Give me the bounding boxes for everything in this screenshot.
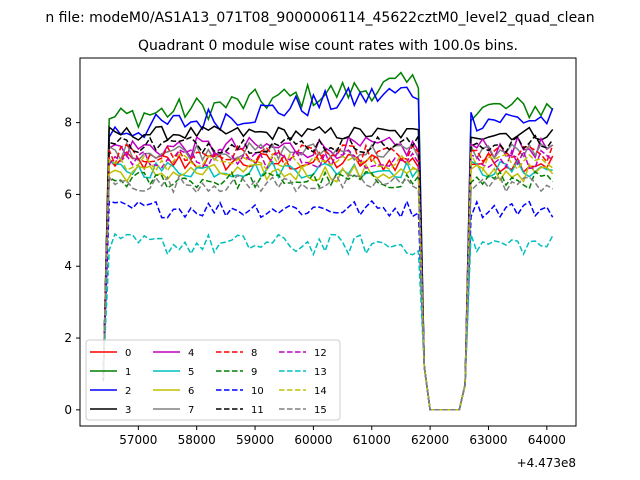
- plot-area: [102, 71, 554, 411]
- x-tick-label: 58000: [178, 433, 216, 447]
- legend-box: [85, 339, 341, 421]
- legend-label-2: 2: [125, 386, 131, 397]
- legend-label-13: 13: [314, 367, 327, 378]
- legend-label-12: 12: [314, 348, 327, 359]
- figure-suptitle: n file: modeM0/AS1A13_071T08_9000006114_…: [45, 10, 594, 26]
- legend-label-5: 5: [188, 367, 194, 378]
- series-line-13: [102, 232, 554, 411]
- x-axis: 57000 58000 59000 60000 61000 62000 63000 64000: [119, 426, 566, 447]
- legend-label-1: 1: [125, 367, 131, 378]
- x-tick-label: 60000: [294, 433, 332, 447]
- x-tick-label: 59000: [236, 433, 274, 447]
- series-line-2: [102, 86, 554, 411]
- series-line-12: [102, 148, 554, 411]
- legend-label-9: 9: [251, 367, 257, 378]
- legend-label-8: 8: [251, 348, 257, 359]
- x-axis-offset-label: +4.473e8: [517, 456, 576, 470]
- legend-label-11: 11: [251, 405, 264, 416]
- x-tick-label: 61000: [353, 433, 391, 447]
- legend-label-7: 7: [188, 405, 194, 416]
- legend-label-6: 6: [188, 386, 194, 397]
- series-line-14: [102, 151, 554, 411]
- x-tick-label: 64000: [528, 433, 566, 447]
- y-tick-label: 4: [64, 259, 72, 273]
- y-tick-label: 0: [64, 403, 72, 417]
- series-line-15: [102, 174, 554, 411]
- x-tick-label: 62000: [411, 433, 449, 447]
- y-tick-label: 8: [64, 116, 72, 130]
- y-axis: 0 2 4 6 8: [64, 116, 80, 417]
- legend-label-3: 3: [125, 405, 131, 416]
- y-tick-label: 2: [64, 331, 72, 345]
- series-line-4: [102, 135, 554, 411]
- legend-label-0: 0: [125, 348, 131, 359]
- series-line-1: [102, 71, 554, 411]
- legend-label-4: 4: [188, 348, 194, 359]
- legend-label-14: 14: [314, 386, 327, 397]
- x-tick-label: 57000: [119, 433, 157, 447]
- legend-label-15: 15: [314, 405, 327, 416]
- series-line-11: [102, 133, 554, 411]
- y-tick-label: 6: [64, 187, 72, 201]
- chart-title: Quadrant 0 module wise count rates with …: [138, 38, 518, 54]
- series-line-3: [102, 125, 554, 411]
- legend-label-10: 10: [251, 386, 264, 397]
- plot-frame: [79, 57, 577, 427]
- series-line-10: [102, 199, 554, 411]
- x-tick-label: 63000: [469, 433, 507, 447]
